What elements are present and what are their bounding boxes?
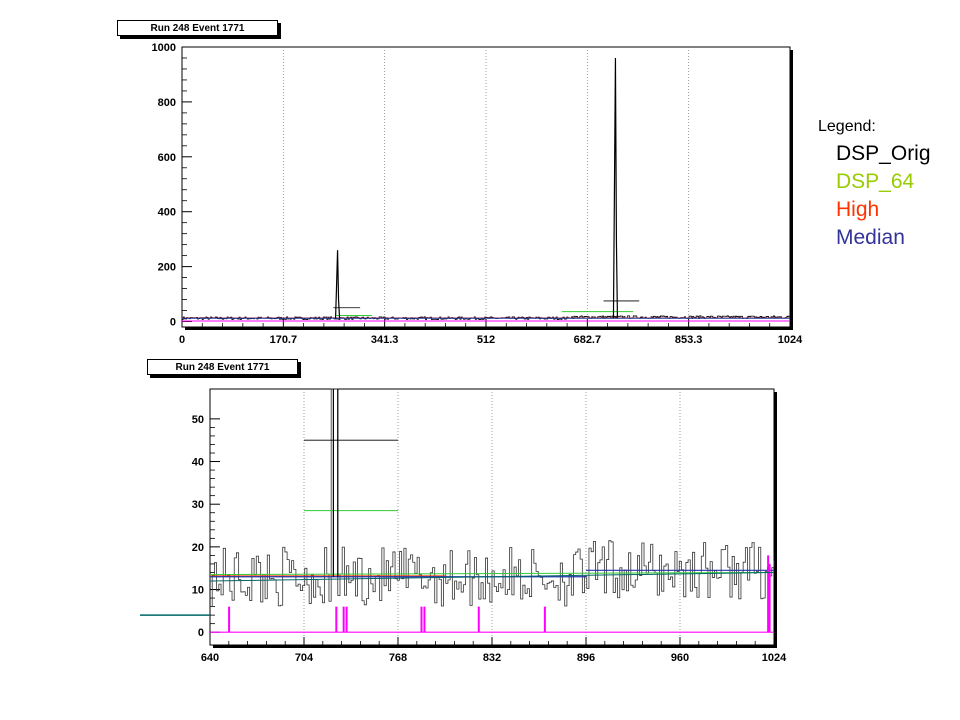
- bottom-xtick-label-0: 640: [201, 652, 219, 664]
- legend-title: Legend:: [818, 118, 876, 135]
- bottom-ytick-label-0: 0: [198, 627, 204, 639]
- bottom-ytick-label-5: 50: [192, 414, 204, 426]
- bottom-xtick-label-3: 832: [483, 652, 501, 664]
- bottom-teal-line: [209, 571, 775, 582]
- legend-item-high: High: [836, 198, 880, 221]
- top-xtick-label-6: 1024: [778, 334, 803, 346]
- plot-title-top-text: Run 248 Event 1771: [150, 22, 245, 34]
- top-xtick-label-3: 512: [477, 334, 495, 346]
- legend-item-dsp-64: DSP_64: [836, 170, 915, 193]
- legend-item-dsp-orig: DSP_Orig: [836, 142, 931, 165]
- top-frame: [181, 46, 791, 328]
- top-xtick-label-1: 170.7: [270, 334, 298, 346]
- legend-item-median: Median: [836, 226, 905, 249]
- top-xtick-label-4: 682.7: [574, 334, 602, 346]
- bottom-xtick-label-2: 768: [389, 652, 407, 664]
- bottom-xtick-label-6: 1024: [762, 652, 787, 664]
- top-ytick-label-0: 0: [170, 317, 176, 329]
- plot-title-bottom: Run 248 Event 1771: [147, 359, 301, 378]
- bottom-ytick-label-4: 40: [192, 457, 204, 469]
- bottom-ytick-label-3: 30: [192, 499, 204, 511]
- top-xtick-label-5: 853.3: [675, 334, 703, 346]
- top-peak-1: [612, 57, 619, 319]
- top-peak-0: [334, 250, 341, 319]
- top-ytick-label-4: 800: [158, 97, 176, 109]
- plot-title-bottom-text: Run 248 Event 1771: [175, 361, 270, 373]
- bottom-frame: [209, 388, 775, 646]
- bottom-line-dsp64: [209, 571, 775, 576]
- top-ytick-label-1: 200: [158, 262, 176, 274]
- top-ytick-label-5: 1000: [152, 42, 176, 54]
- bottom-ytick-label-1: 10: [192, 585, 204, 597]
- top-xtick-label-2: 341.3: [371, 334, 399, 346]
- top-ytick-label-3: 600: [158, 152, 176, 164]
- bottom-xtick-label-5: 960: [671, 652, 689, 664]
- bottom-trace-dsp-orig: [210, 388, 775, 607]
- bottom-xtick-label-4: 896: [577, 652, 595, 664]
- plot-title-top: Run 248 Event 1771: [117, 20, 281, 39]
- bottom-ytick-label-2: 20: [192, 542, 204, 554]
- top-ytick-label-2: 400: [158, 207, 176, 219]
- legend: Legend: DSP_Orig DSP_64 High Median: [818, 118, 931, 252]
- top-xtick-label-0: 0: [179, 334, 185, 346]
- bottom-xtick-label-1: 704: [295, 652, 314, 664]
